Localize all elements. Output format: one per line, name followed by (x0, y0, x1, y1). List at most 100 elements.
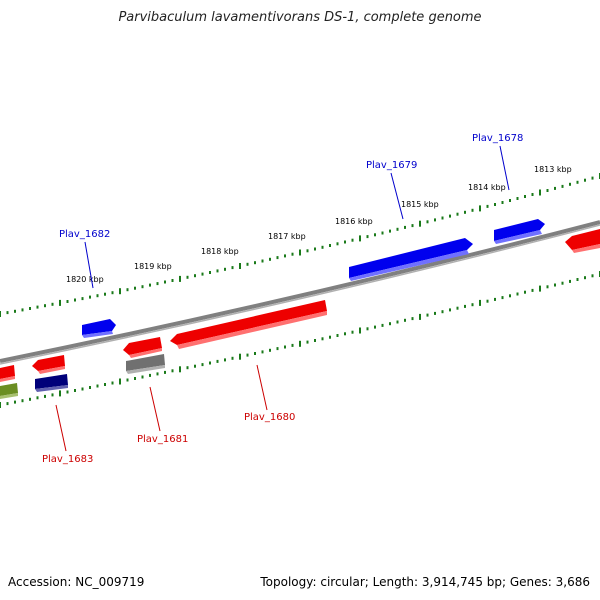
tick-mark-bottom (6, 402, 9, 406)
tick-mark-top (351, 238, 354, 242)
gene-plav-1679-arrow[interactable] (349, 238, 473, 281)
tick-mark-top (494, 203, 496, 206)
tick-mark-bottom (449, 308, 451, 312)
tick-mark-bottom (516, 292, 519, 296)
tick-mark-bottom (554, 283, 556, 287)
tick-mark-top (74, 298, 76, 302)
feature-olive-box[interactable] (0, 383, 18, 399)
tick-mark-top (314, 247, 316, 251)
gene-left-edge-arrow[interactable] (0, 365, 15, 382)
tick-mark-top (524, 195, 526, 198)
kbp-label-1813: 1813 kbp (534, 165, 572, 174)
tick-mark-bottom (51, 393, 54, 397)
gene-label-plav-1683[interactable]: Plav_1683 (42, 454, 93, 465)
tick-mark-bottom (396, 320, 399, 324)
tick-mark-bottom (471, 303, 474, 307)
tick-mark-top (36, 305, 39, 309)
tick-mark-top (51, 302, 54, 306)
tick-mark-top (0, 311, 1, 317)
tick-mark-bottom (299, 340, 301, 347)
tick-mark-top (209, 271, 211, 274)
tick-mark-top (89, 295, 91, 299)
tick-mark-bottom (59, 390, 61, 397)
tick-mark-top (59, 299, 61, 306)
tick-mark-bottom (44, 394, 46, 398)
gene-label-plav-1682[interactable]: Plav_1682 (59, 229, 110, 240)
tick-mark-top (531, 193, 534, 196)
gene-label-plav-1681[interactable]: Plav_1681 (137, 434, 188, 445)
tick-mark-bottom (314, 339, 316, 342)
tick-mark-bottom (539, 285, 541, 292)
tick-mark-top (576, 180, 579, 184)
tick-mark-top (501, 201, 504, 204)
tick-mark-top (381, 231, 384, 235)
feature-dark-blue-box[interactable] (35, 374, 68, 392)
tick-mark-bottom (576, 278, 579, 281)
kbp-label-1819: 1819 kbp (134, 262, 172, 271)
tick-mark-bottom (456, 306, 459, 310)
tick-mark-bottom (0, 402, 1, 408)
tick-mark-top (479, 205, 481, 212)
tick-mark-top (306, 249, 309, 253)
leader-plav-1683 (55, 404, 67, 452)
gene-plav-1678-arrow[interactable] (494, 219, 545, 244)
tick-mark-bottom (276, 347, 279, 351)
tick-mark-bottom (464, 304, 466, 308)
tick-mark-top (359, 235, 361, 242)
tick-mark-top (126, 288, 129, 292)
kbp-label-1816: 1816 kbp (335, 217, 373, 226)
tick-mark-top (224, 267, 226, 271)
tick-mark-bottom (329, 335, 331, 339)
tick-mark-bottom (81, 387, 84, 391)
tick-mark-top (426, 220, 429, 224)
tick-mark-top (509, 199, 511, 202)
tick-mark-top (29, 307, 31, 310)
tick-mark-top (111, 291, 114, 295)
genome-backbone-shadow (0, 224, 600, 365)
tick-mark-bottom (96, 384, 99, 388)
gene-label-plav-1678[interactable]: Plav_1678 (472, 133, 523, 144)
tick-mark-bottom (374, 325, 376, 329)
tick-mark-bottom (186, 366, 189, 370)
tick-mark-top (449, 214, 451, 218)
tick-mark-bottom (104, 383, 106, 386)
gene-plav-1681-arrow[interactable] (123, 337, 162, 358)
tick-mark-top (366, 235, 369, 239)
tick-mark-bottom (29, 397, 31, 401)
tick-mark-bottom (66, 390, 69, 394)
gene-plav-1680-arrow[interactable] (170, 300, 327, 349)
tick-mark-top (291, 252, 294, 256)
tick-mark-top (269, 257, 271, 261)
tick-mark-bottom (434, 311, 436, 315)
kbp-label-1814: 1814 kbp (468, 183, 506, 192)
tick-mark-bottom (479, 299, 481, 306)
feature-gray-box[interactable] (126, 354, 165, 374)
tick-mark-bottom (14, 400, 16, 404)
map-title: Parvibaculum lavamentivorans DS-1, compl… (118, 10, 482, 25)
tick-mark-bottom (89, 386, 91, 389)
tick-mark-top (554, 186, 556, 190)
tick-mark-top (141, 285, 144, 289)
tick-mark-top (216, 269, 219, 273)
tick-mark-top (21, 308, 24, 312)
gene-right-edge-arrow[interactable] (565, 229, 600, 253)
tick-mark-bottom (231, 356, 234, 360)
gene-label-plav-1679[interactable]: Plav_1679 (366, 160, 417, 171)
leader-plav-1682 (84, 241, 94, 289)
tick-mark-bottom (524, 290, 526, 294)
leader-plav-1681 (149, 386, 161, 432)
gene-plav-1683-arrow[interactable] (32, 355, 65, 374)
tick-mark-bottom (351, 330, 354, 334)
gene-plav-1682-arrow[interactable] (82, 319, 116, 338)
tick-mark-top (329, 244, 331, 247)
kbp-label-1817: 1817 kbp (268, 232, 306, 241)
tick-mark-top (119, 288, 121, 295)
tick-mark-bottom (194, 364, 196, 368)
tick-mark-top (456, 212, 459, 216)
tick-mark-top (66, 300, 69, 303)
gene-label-plav-1680[interactable]: Plav_1680 (244, 412, 295, 423)
tick-mark-top (231, 266, 234, 270)
tick-mark-bottom (239, 353, 241, 360)
tick-mark-top (441, 216, 444, 220)
